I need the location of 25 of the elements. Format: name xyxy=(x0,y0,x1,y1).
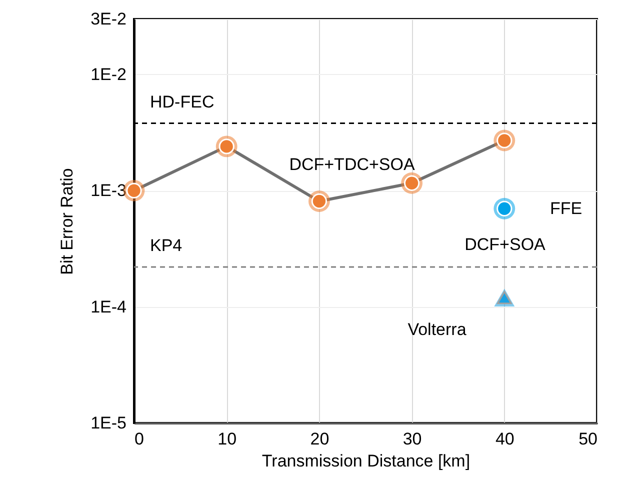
annotation: DCF+SOA xyxy=(464,235,546,254)
x-tick-label: 10 xyxy=(218,430,237,448)
point xyxy=(494,130,516,152)
y-axis-title: Bit Error Ratio xyxy=(58,168,77,275)
y-tick-label: 1E-5 xyxy=(90,414,126,432)
x-tick-label: 50 xyxy=(578,430,598,448)
annotation: DCF+TDC+SOA xyxy=(289,155,416,174)
y-tick-label: 1E-4 xyxy=(90,297,126,316)
point xyxy=(216,136,238,158)
point xyxy=(401,172,423,194)
x-tick-label: 0 xyxy=(134,430,144,448)
y-tick-label: 1E-3 xyxy=(90,181,126,200)
x-tick-label: 40 xyxy=(495,430,514,448)
point xyxy=(308,190,330,212)
y-tick-label: 3E-2 xyxy=(90,10,126,28)
point xyxy=(494,198,516,220)
annotation: FFE xyxy=(550,199,582,218)
ref-line-label: KP4 xyxy=(150,236,182,256)
x-tick-label: 20 xyxy=(310,430,330,448)
x-tick-label: 30 xyxy=(402,430,422,448)
ref-line-label: HD-FEC xyxy=(150,92,214,112)
annotation: Volterra xyxy=(408,320,467,339)
point xyxy=(494,288,515,306)
y-tick-label: 1E-2 xyxy=(90,64,126,84)
x-axis-title: Transmission Distance [km] xyxy=(262,452,470,470)
